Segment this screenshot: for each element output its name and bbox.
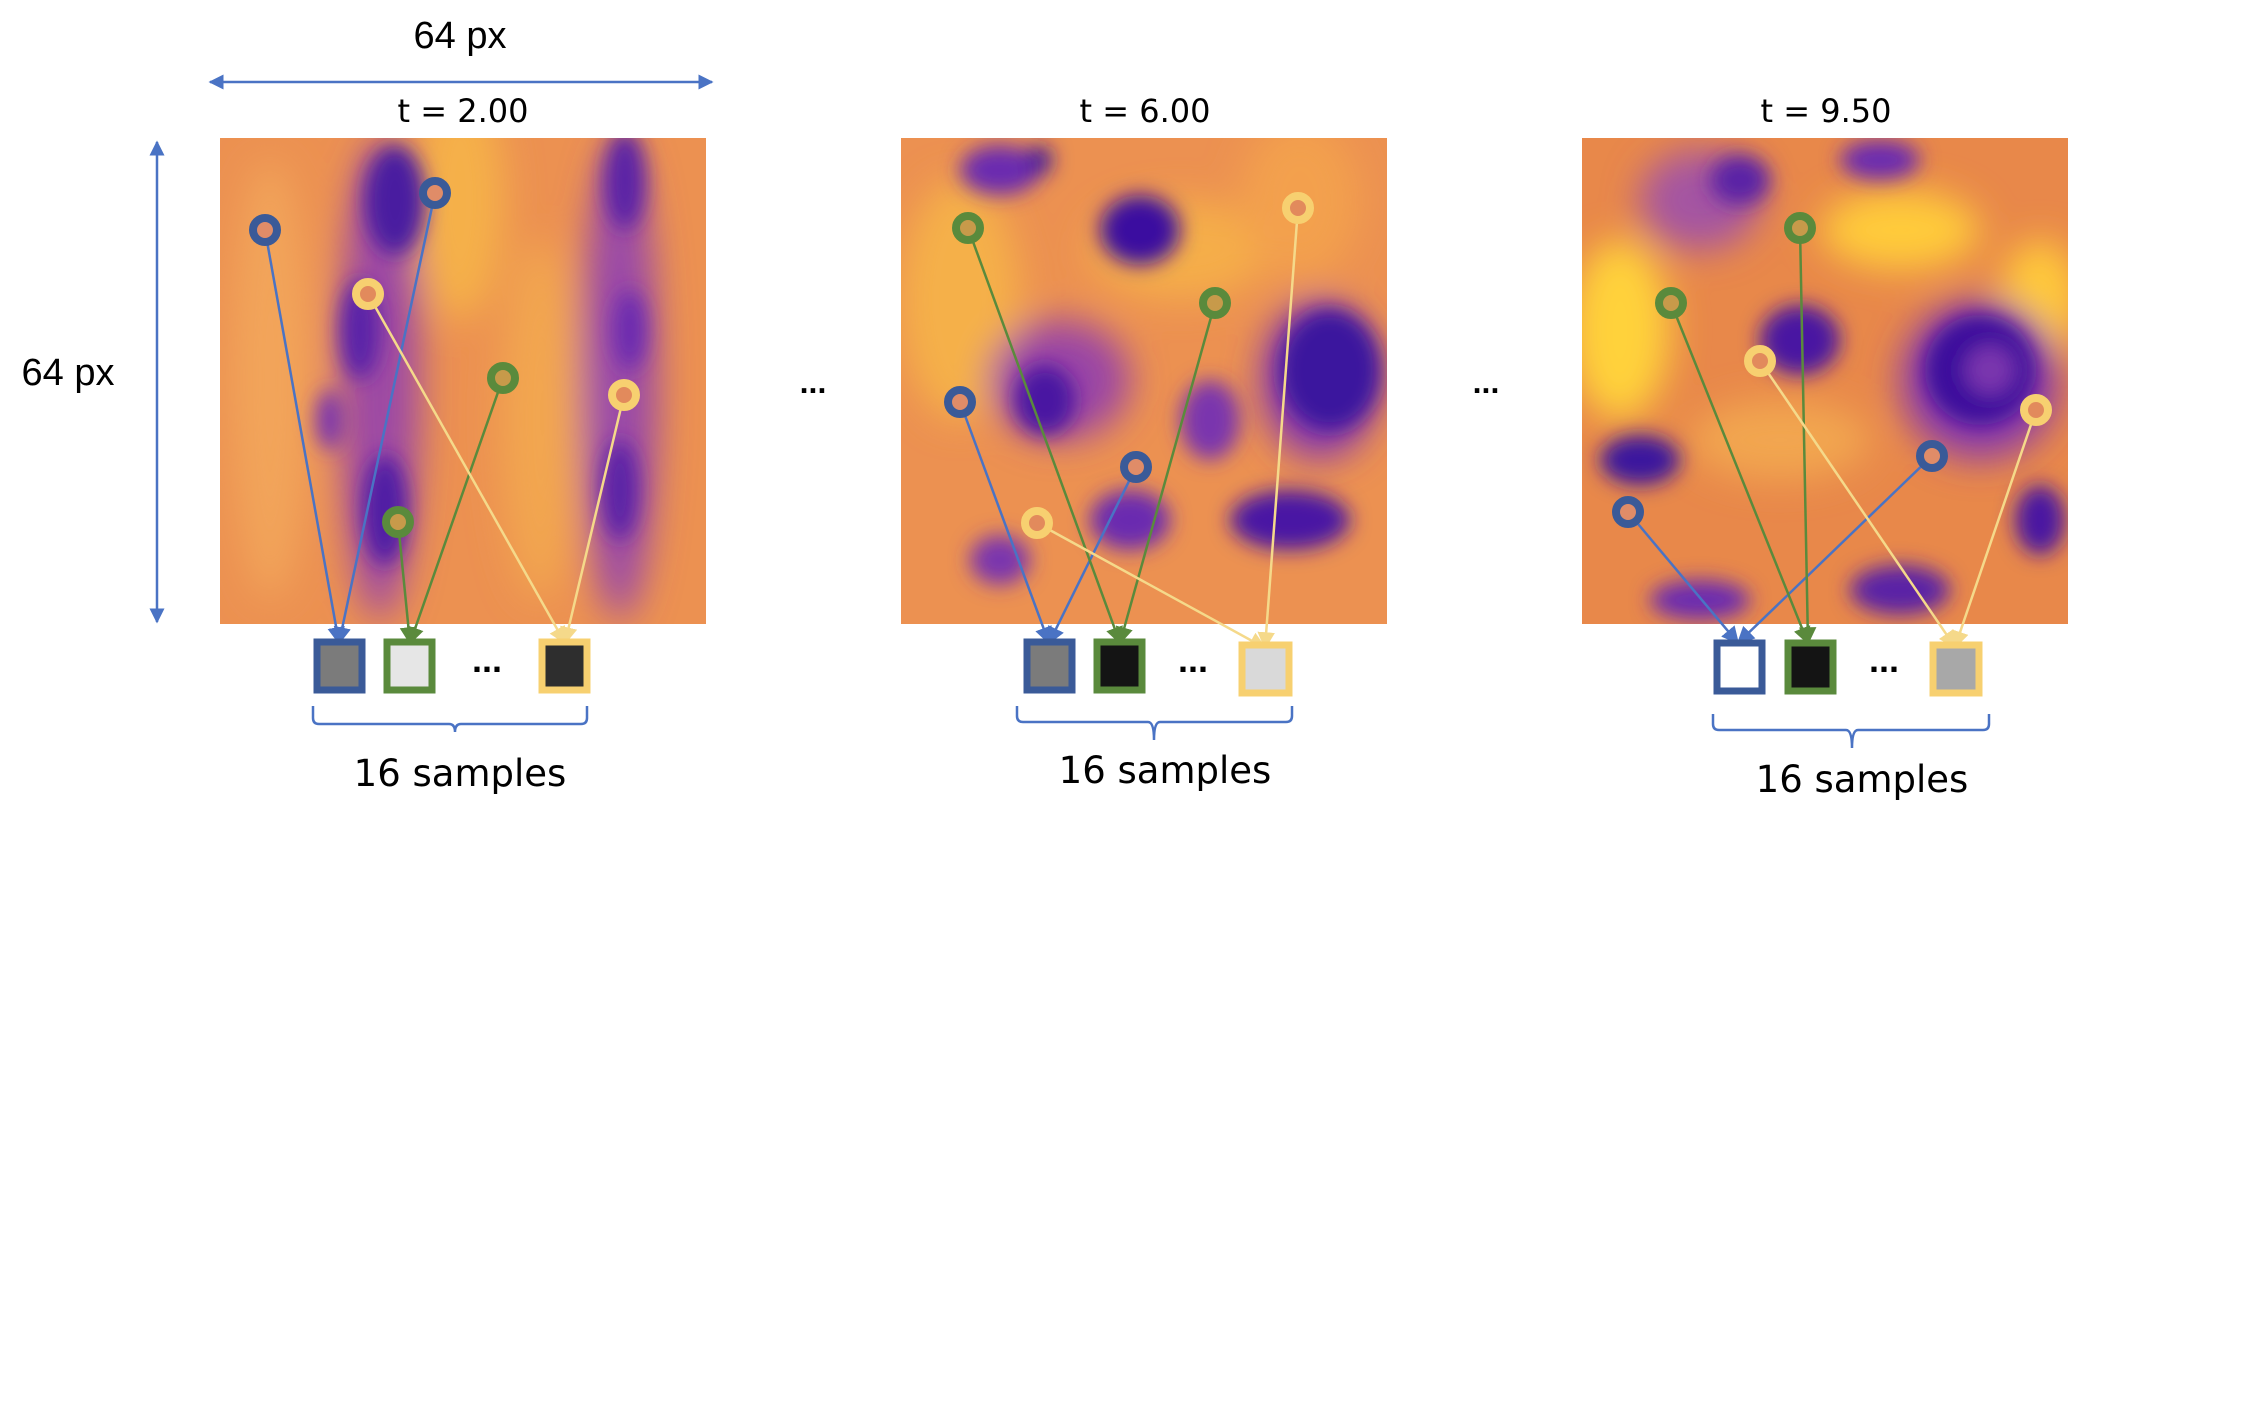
sample-box xyxy=(1093,638,1146,694)
sample-arrow xyxy=(958,401,1052,645)
sample-arrow xyxy=(406,377,505,645)
sample-point-marker xyxy=(1916,440,1948,472)
samples-label: 16 samples xyxy=(1756,758,1969,801)
field-image xyxy=(1582,138,2068,624)
sample-arrow xyxy=(366,293,567,645)
between-panels-ellipsis: ... xyxy=(1473,364,1500,400)
sample-box xyxy=(1929,641,1983,697)
sample-arrow xyxy=(263,229,345,645)
sample-point-marker xyxy=(1612,496,1644,528)
panel: t = 2.00 xyxy=(220,92,706,795)
sample-point-marker xyxy=(1784,212,1816,244)
sample-box xyxy=(1713,639,1766,695)
sample-arrow xyxy=(1257,207,1300,650)
sample-arrow xyxy=(1951,409,2038,649)
height-dimension-label: 64 px xyxy=(22,352,115,394)
sample-point-marker xyxy=(1120,451,1152,483)
sample-arrow xyxy=(1047,466,1138,645)
sample-arrow xyxy=(1669,302,1811,645)
sample-box xyxy=(1023,638,1076,694)
sample-point-marker xyxy=(1655,287,1687,319)
samples-ellipsis: ... xyxy=(1178,639,1208,680)
sample-point-marker xyxy=(249,214,281,246)
sample-point-marker xyxy=(2020,394,2052,426)
sample-arrow xyxy=(1798,227,1817,645)
sample-arrow xyxy=(396,521,418,645)
field-image xyxy=(901,138,1387,624)
sample-point-marker xyxy=(382,506,414,538)
sample-arrow xyxy=(560,394,626,645)
width-dimension: 64 px xyxy=(208,15,714,90)
panel-title: t = 2.00 xyxy=(398,92,529,130)
sample-point-marker xyxy=(1744,345,1776,377)
sample-arrow xyxy=(1736,455,1933,645)
samples-brace xyxy=(311,706,589,733)
samples-ellipsis: ... xyxy=(472,639,502,680)
sample-point-marker xyxy=(419,177,451,209)
sample-point-marker xyxy=(1282,192,1314,224)
between-panels-ellipsis: ... xyxy=(800,364,827,400)
width-dimension-label: 64 px xyxy=(414,15,507,57)
height-dimension: 64 px xyxy=(22,140,165,624)
sample-arrow xyxy=(966,227,1123,645)
samples-label: 16 samples xyxy=(354,752,567,795)
samples-brace xyxy=(1015,706,1294,741)
sample-box xyxy=(1784,639,1837,695)
sample-box xyxy=(383,638,436,694)
sample-point-marker xyxy=(952,212,984,244)
panel-title: t = 6.00 xyxy=(1080,92,1211,130)
samples-label: 16 samples xyxy=(1059,749,1272,792)
panel: t = 6.00 xyxy=(901,92,1387,792)
sample-box xyxy=(313,638,366,694)
sample-arrow xyxy=(1627,511,1740,645)
sample-point-marker xyxy=(352,278,384,310)
panel-title: t = 9.50 xyxy=(1761,92,1892,130)
sample-box xyxy=(1238,641,1293,697)
sample-box xyxy=(538,638,591,694)
sample-arrow xyxy=(1036,521,1267,650)
sample-arrow xyxy=(1758,360,1957,649)
sample-point-marker xyxy=(944,386,976,418)
field-image xyxy=(220,138,706,624)
sample-point-marker xyxy=(608,379,640,411)
sample-arrow xyxy=(1115,302,1217,645)
sample-point-marker xyxy=(487,362,519,394)
sample-point-marker xyxy=(1199,287,1231,319)
panel: t = 9.50 xyxy=(1582,92,2068,801)
sample-arrow xyxy=(333,192,437,645)
samples-brace xyxy=(1711,714,1991,749)
sample-point-marker xyxy=(1021,507,1053,539)
samples-ellipsis: ... xyxy=(1869,639,1899,680)
